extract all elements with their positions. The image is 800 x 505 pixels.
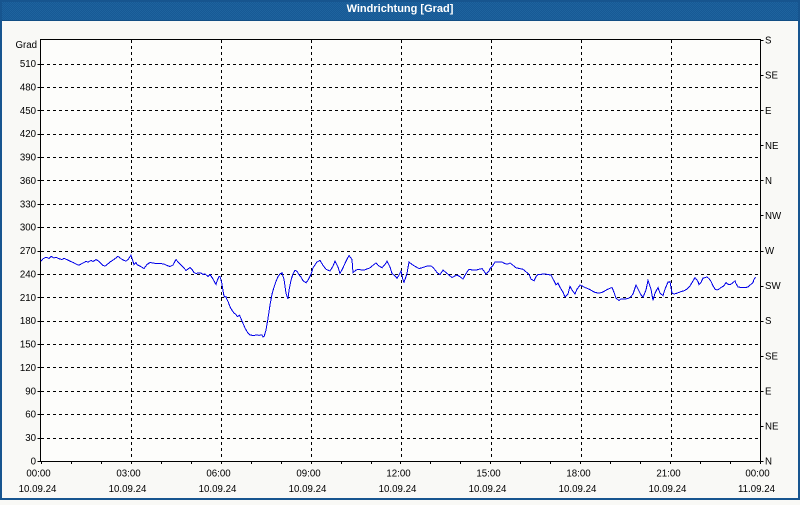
svg-text:510: 510 [20, 59, 37, 70]
svg-text:SE: SE [765, 351, 778, 362]
svg-text:W: W [765, 246, 775, 257]
svg-text:10.09.24: 10.09.24 [379, 484, 417, 495]
svg-text:30: 30 [25, 433, 36, 444]
svg-text:SE: SE [765, 71, 778, 82]
svg-text:NW: NW [765, 211, 782, 222]
svg-text:150: 150 [20, 340, 37, 351]
svg-text:10.09.24: 10.09.24 [559, 484, 597, 495]
svg-text:N: N [765, 176, 772, 187]
svg-text:60: 60 [25, 410, 36, 421]
svg-text:480: 480 [20, 82, 37, 93]
svg-text:06:00: 06:00 [206, 469, 231, 480]
svg-text:NE: NE [765, 141, 779, 152]
svg-text:E: E [765, 106, 772, 117]
svg-text:10.09.24: 10.09.24 [289, 484, 327, 495]
svg-text:330: 330 [20, 199, 37, 210]
svg-text:10.09.24: 10.09.24 [649, 484, 687, 495]
svg-text:Grad: Grad [15, 40, 37, 51]
svg-text:210: 210 [20, 293, 37, 304]
svg-text:10.09.24: 10.09.24 [109, 484, 147, 495]
svg-text:240: 240 [20, 269, 37, 280]
svg-text:18:00: 18:00 [566, 469, 591, 480]
svg-text:NE: NE [765, 421, 779, 432]
svg-text:21:00: 21:00 [656, 469, 681, 480]
svg-text:03:00: 03:00 [116, 469, 141, 480]
svg-text:180: 180 [20, 316, 37, 327]
svg-text:90: 90 [25, 386, 36, 397]
svg-text:S: S [765, 36, 772, 47]
svg-text:120: 120 [20, 363, 37, 374]
svg-text:450: 450 [20, 106, 37, 117]
svg-text:0: 0 [31, 457, 37, 468]
svg-text:11.09.24: 11.09.24 [738, 484, 776, 495]
svg-text:E: E [765, 386, 772, 397]
svg-text:10.09.24: 10.09.24 [199, 484, 237, 495]
svg-text:10.09.24: 10.09.24 [469, 484, 507, 495]
svg-text:00:00: 00:00 [26, 469, 51, 480]
svg-text:390: 390 [20, 153, 37, 164]
svg-text:15:00: 15:00 [476, 469, 501, 480]
svg-text:300: 300 [20, 223, 37, 234]
svg-text:N: N [765, 457, 772, 468]
svg-text:360: 360 [20, 176, 37, 187]
svg-text:420: 420 [20, 129, 37, 140]
svg-text:SW: SW [765, 281, 781, 292]
svg-text:270: 270 [20, 246, 37, 257]
svg-text:10.09.24: 10.09.24 [19, 484, 57, 495]
svg-text:S: S [765, 316, 772, 327]
svg-text:00:00: 00:00 [745, 469, 770, 480]
svg-text:09:00: 09:00 [296, 469, 321, 480]
svg-text:12:00: 12:00 [386, 469, 411, 480]
